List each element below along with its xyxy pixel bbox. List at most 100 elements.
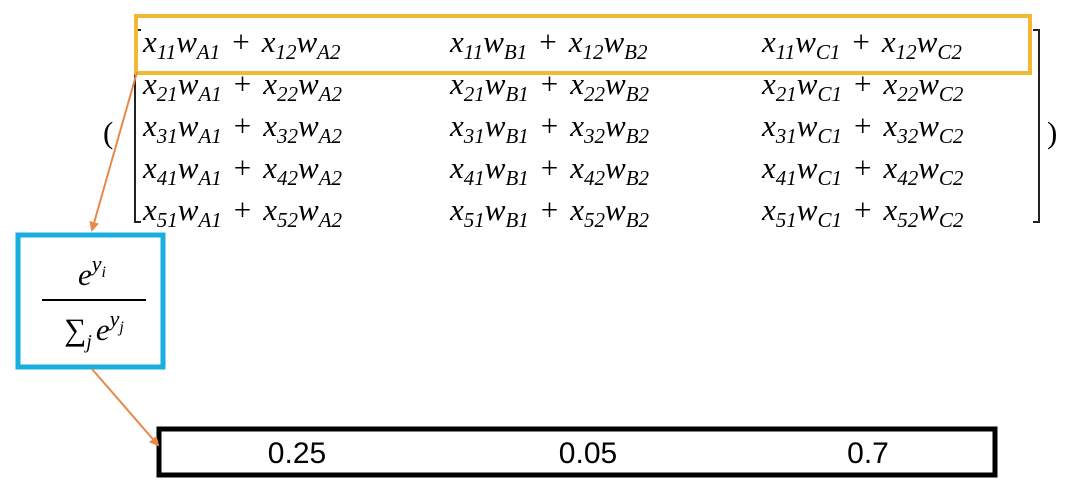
variable: x [449, 66, 464, 101]
sup: y [108, 306, 120, 331]
subscript: B1 [505, 166, 528, 190]
subscript: A1 [195, 40, 220, 64]
operator: + [541, 66, 558, 101]
matrix-cell: x21wB1 + x22wB2 [449, 66, 650, 106]
variable: w [918, 66, 939, 101]
subscript: A2 [317, 208, 343, 232]
sup-sub: i [102, 264, 106, 281]
right-bracket [1033, 29, 1040, 223]
subscript: 21 [776, 82, 797, 106]
variable: w [605, 108, 626, 143]
matrix-cell: x41wA1 + x42wA2 [142, 150, 343, 190]
subscript: 12 [896, 40, 918, 64]
variable: w [605, 150, 626, 185]
subscript: 51 [776, 208, 797, 232]
variable: w [605, 192, 626, 227]
variable: x [882, 108, 897, 143]
subscript: C2 [937, 40, 962, 64]
subscript: 22 [897, 82, 919, 106]
operator: + [854, 150, 871, 185]
variable: w [485, 108, 506, 143]
variable: x [449, 150, 464, 185]
subscript: A1 [196, 124, 221, 148]
matrix-cell: x11wB1 + x12wB2 [449, 24, 648, 64]
variable: w [797, 192, 818, 227]
subscript: C1 [816, 40, 841, 64]
subscript: C1 [817, 82, 842, 106]
variable: x [569, 192, 584, 227]
matrix-cell: x51wC1 + x52wC2 [761, 192, 964, 232]
subscript: 11 [157, 40, 176, 64]
subscript: B2 [626, 166, 650, 190]
operator: + [234, 66, 251, 101]
variable: x [882, 150, 897, 185]
variable: x [142, 192, 157, 227]
variable: w [178, 150, 199, 185]
variable: w [178, 192, 199, 227]
subscript: C1 [817, 124, 842, 148]
output-box [156, 426, 998, 478]
subscript: B2 [624, 40, 648, 64]
variable: x [262, 66, 277, 101]
subscript: 31 [156, 124, 178, 148]
subscript: 32 [276, 124, 299, 148]
matrix-cell: x11wA1 + x12wA2 [142, 24, 341, 64]
subscript: 52 [277, 208, 299, 232]
subscript: 32 [583, 124, 606, 148]
subscript: 21 [157, 82, 178, 106]
operator: + [234, 108, 251, 143]
sup: y [90, 251, 102, 276]
matrix-cell: x21wC1 + x22wC2 [761, 66, 964, 106]
variable: x [761, 108, 776, 143]
variable: x [568, 24, 583, 59]
variable: x [761, 24, 776, 59]
variable: w [483, 24, 504, 59]
variable: w [797, 66, 818, 101]
subscript: B1 [504, 40, 527, 64]
sub: j [83, 331, 92, 353]
variable: x [142, 150, 157, 185]
matrix-cell: x21wA1 + x22wA2 [142, 66, 343, 106]
subscript: 21 [464, 82, 485, 106]
subscript: A1 [196, 82, 221, 106]
variable: w [795, 24, 816, 59]
variable: w [797, 150, 818, 185]
subscript: 31 [775, 124, 797, 148]
variable: x [142, 66, 157, 101]
variable: x [761, 150, 776, 185]
subscript: 51 [157, 208, 178, 232]
variable: x [569, 150, 584, 185]
variable: x [569, 108, 584, 143]
variable: x [142, 24, 157, 59]
subscript: C1 [817, 166, 842, 190]
subscript: C2 [939, 124, 964, 148]
base: e [96, 312, 110, 347]
denominator: ∑j eyj [64, 306, 124, 353]
subscript: 11 [776, 40, 795, 64]
subscript: C1 [817, 208, 842, 232]
sup-sub: j [117, 319, 124, 336]
subscript: 42 [897, 166, 919, 190]
numerator: eyi [78, 251, 106, 292]
variable: w [296, 24, 317, 59]
subscript: 41 [157, 166, 178, 190]
variable: w [176, 24, 197, 59]
variable: x [881, 24, 896, 59]
matrix-cell: x51wB1 + x52wB2 [449, 192, 650, 232]
open-paren: ( [103, 115, 113, 150]
matrix-cell: x41wC1 + x42wC2 [761, 150, 964, 190]
operator: + [541, 192, 558, 227]
subscript: 52 [897, 208, 919, 232]
subscript: 41 [464, 166, 485, 190]
matrix-cell: x31wC1 + x32wC2 [761, 108, 964, 148]
subscript: B1 [505, 124, 528, 148]
operator: + [541, 150, 558, 185]
subscript: A1 [196, 166, 221, 190]
variable: w [917, 24, 938, 59]
close-paren: ) [1047, 115, 1057, 150]
variable: w [918, 192, 939, 227]
variable: x [761, 66, 776, 101]
operator: + [852, 24, 869, 59]
variable: x [262, 108, 277, 143]
